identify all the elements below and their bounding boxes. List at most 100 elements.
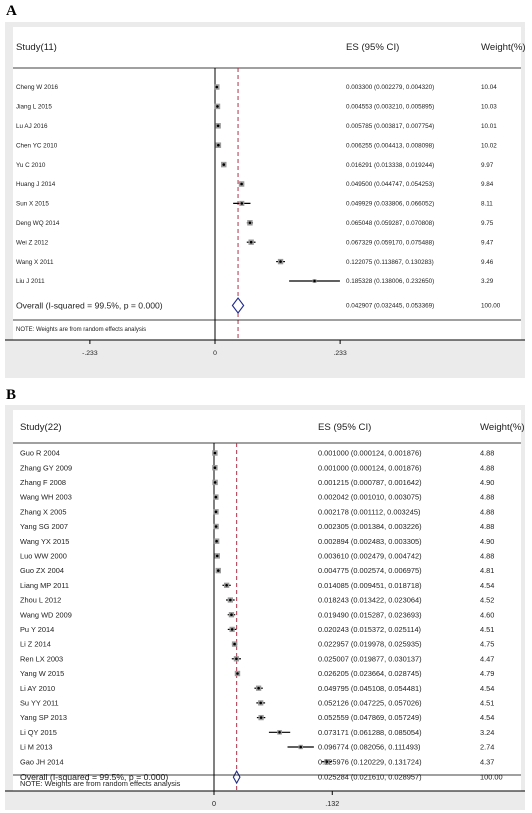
study-label: Deng WQ 2014 bbox=[16, 220, 60, 227]
es-ci-value: 0.019490 (0.015287, 0.023693) bbox=[318, 610, 422, 619]
weight-value: 4.51 bbox=[480, 698, 494, 707]
weight-value: 3.24 bbox=[480, 728, 494, 737]
study-label: Yu C 2010 bbox=[16, 162, 46, 169]
weight-value: 10.03 bbox=[481, 104, 497, 111]
weight-value: 4.88 bbox=[480, 522, 494, 531]
study-label: Zhang X 2005 bbox=[20, 507, 66, 516]
overall-label: Overall (I-squared = 99.5%, p = 0.000) bbox=[20, 772, 168, 782]
point-estimate bbox=[213, 481, 217, 484]
study-label: Wang WH 2003 bbox=[20, 493, 72, 502]
weight-value: 4.81 bbox=[480, 566, 494, 575]
header-study: Study(11) bbox=[16, 42, 57, 53]
point-estimate bbox=[313, 279, 316, 283]
x-tick-label: 0 bbox=[213, 350, 217, 357]
weight-value: 4.88 bbox=[480, 463, 494, 472]
es-ci-value: 0.001000 (0.000124, 0.001876) bbox=[318, 463, 422, 472]
note-text: NOTE: Weights are from random effects an… bbox=[16, 327, 146, 333]
weight-value: 4.88 bbox=[480, 507, 494, 516]
study-label: Wang X 2011 bbox=[16, 259, 54, 266]
es-ci-value: 0.052559 (0.047869, 0.057249) bbox=[318, 713, 422, 722]
study-label: Li M 2013 bbox=[20, 743, 52, 752]
point-estimate bbox=[325, 760, 329, 763]
study-label: Su YY 2011 bbox=[20, 698, 59, 707]
study-label: Li Z 2014 bbox=[20, 640, 51, 649]
overall-label: Overall (I-squared = 99.5%, p = 0.000) bbox=[16, 301, 163, 311]
weight-value: 2.74 bbox=[480, 743, 494, 752]
point-estimate bbox=[257, 686, 260, 690]
point-estimate bbox=[248, 221, 252, 225]
point-estimate bbox=[216, 569, 220, 572]
es-ci-value: 0.049500 (0.044747, 0.054253) bbox=[346, 181, 434, 188]
es-ci-value: 0.067329 (0.059170, 0.075488) bbox=[346, 239, 434, 246]
point-estimate bbox=[236, 672, 239, 675]
es-ci-value: 0.004553 (0.003210, 0.005895) bbox=[346, 104, 434, 111]
point-estimate bbox=[279, 260, 282, 263]
weight-value: 4.79 bbox=[480, 669, 494, 678]
overall-weight-value: 100.00 bbox=[480, 773, 503, 782]
header-weight: Weight(%) bbox=[481, 42, 526, 53]
weight-value: 4.88 bbox=[480, 493, 494, 502]
study-label: Ren LX 2003 bbox=[20, 654, 63, 663]
weight-value: 4.54 bbox=[480, 713, 494, 722]
study-label: Chen YC 2010 bbox=[16, 142, 58, 149]
es-ci-value: 0.096774 (0.082056, 0.111493) bbox=[318, 743, 420, 752]
header-es: ES (95% CI) bbox=[346, 42, 399, 53]
es-ci-value: 0.049929 (0.033806, 0.066052) bbox=[346, 201, 434, 208]
point-estimate bbox=[216, 124, 220, 128]
study-label: Yang W 2015 bbox=[20, 669, 64, 678]
overall-weight-value: 100.00 bbox=[481, 303, 501, 310]
weight-value: 4.54 bbox=[480, 581, 494, 590]
point-estimate bbox=[259, 701, 263, 705]
weight-value: 4.88 bbox=[480, 551, 494, 560]
study-label: Guo ZX 2004 bbox=[20, 566, 64, 575]
study-label: Lu AJ 2016 bbox=[16, 123, 48, 130]
point-estimate bbox=[230, 613, 233, 616]
point-estimate bbox=[215, 85, 219, 89]
es-ci-value: 0.052126 (0.047225, 0.057026) bbox=[318, 698, 422, 707]
point-estimate bbox=[215, 539, 218, 543]
weight-value: 4.90 bbox=[480, 478, 494, 487]
study-label: Luo WW 2000 bbox=[20, 551, 67, 560]
weight-value: 4.88 bbox=[480, 449, 494, 458]
weight-value: 10.01 bbox=[481, 123, 497, 130]
weight-value: 4.37 bbox=[480, 757, 494, 766]
point-estimate bbox=[249, 240, 253, 244]
point-estimate bbox=[214, 525, 218, 528]
point-estimate bbox=[240, 182, 243, 186]
point-estimate bbox=[222, 163, 226, 166]
es-ci-value: 0.020243 (0.015372, 0.025114) bbox=[318, 625, 421, 634]
es-ci-value: 0.002305 (0.001384, 0.003226) bbox=[318, 522, 422, 531]
study-label: Liang MP 2011 bbox=[20, 581, 69, 590]
es-ci-value: 0.065048 (0.059287, 0.070808) bbox=[346, 220, 434, 227]
study-label: Zhang F 2008 bbox=[20, 478, 66, 487]
study-label: Cheng W 2016 bbox=[16, 84, 59, 91]
overall-es-ci-value: 0.042907 (0.032445, 0.053369) bbox=[346, 303, 434, 310]
study-label: Gao JH 2014 bbox=[20, 757, 64, 766]
point-estimate bbox=[213, 451, 217, 455]
es-ci-value: 0.022957 (0.019978, 0.025935) bbox=[318, 640, 422, 649]
es-ci-value: 0.014085 (0.009451, 0.018718) bbox=[318, 581, 422, 590]
study-label: Liu J 2011 bbox=[16, 278, 45, 285]
study-label: Wang YX 2015 bbox=[20, 537, 69, 546]
es-ci-value: 0.018243 (0.013422, 0.023064) bbox=[318, 596, 422, 605]
es-ci-value: 0.001215 (0.000787, 0.001642) bbox=[318, 478, 422, 487]
point-estimate bbox=[215, 554, 219, 558]
overall-diamond bbox=[232, 769, 241, 785]
panel-b-letter: B bbox=[6, 387, 17, 403]
header-study: Study(22) bbox=[20, 422, 62, 433]
es-ci-value: 0.003300 (0.002279, 0.004320) bbox=[346, 84, 434, 91]
weight-value: 9.84 bbox=[481, 181, 494, 188]
point-estimate bbox=[213, 466, 217, 470]
study-label: Yang SG 2007 bbox=[20, 522, 68, 531]
weight-value: 4.90 bbox=[480, 537, 494, 546]
point-estimate bbox=[216, 105, 219, 108]
es-ci-value: 0.026205 (0.023664, 0.028745) bbox=[318, 669, 422, 678]
es-ci-value: 0.005785 (0.003817, 0.007754) bbox=[346, 123, 434, 130]
weight-value: 4.54 bbox=[480, 684, 494, 693]
study-label: Wang WD 2009 bbox=[20, 610, 72, 619]
weight-value: 4.47 bbox=[480, 654, 494, 663]
point-estimate bbox=[229, 598, 232, 602]
x-tick-label: 0 bbox=[212, 799, 216, 808]
